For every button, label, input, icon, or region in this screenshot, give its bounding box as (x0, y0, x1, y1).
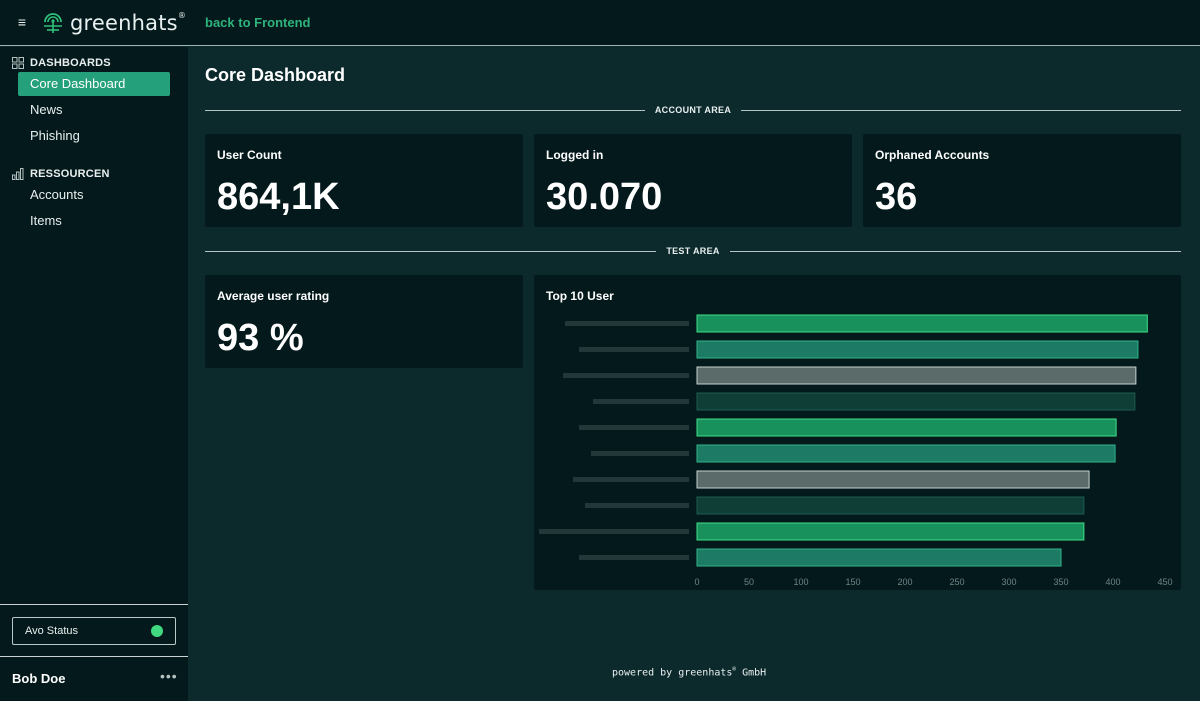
x-tick-label: 350 (1053, 577, 1068, 587)
x-tick-label: 450 (1157, 577, 1172, 587)
sidebar-item-accounts[interactable]: Accounts (30, 187, 84, 202)
avo-status-label: Avo Status (25, 625, 78, 637)
redacted-user-label (591, 451, 689, 456)
top-users-chart-card: Top 10 User 0 50 100 150 200 250 300 350 400 450 (534, 275, 1181, 590)
footer: powered by greenhats® GmbH (612, 666, 767, 679)
logo[interactable]: greenhats® (42, 10, 186, 36)
chart-bar[interactable] (696, 392, 1136, 411)
section-label: RESSOURCEN (30, 168, 110, 180)
page-title: Core Dashboard (205, 65, 346, 85)
user-count-card: User Count 864,1K (205, 134, 523, 227)
redacted-user-label (579, 425, 689, 430)
sidebar-section-dashboards: DASHBOARDS (12, 57, 111, 69)
redacted-user-label (565, 321, 689, 326)
section-label: ACCOUNT AREA (654, 105, 732, 115)
hamburger-icon[interactable]: ≡ (17, 14, 27, 30)
card-value: 864,1K (217, 176, 340, 218)
redacted-user-label (593, 399, 689, 404)
chart-title: Top 10 User (546, 289, 614, 303)
redacted-user-label (563, 373, 689, 378)
card-value: 36 (875, 176, 918, 218)
x-tick-label: 50 (744, 577, 754, 587)
chart-bar[interactable] (696, 444, 1116, 463)
sidebar-item-phishing[interactable]: Phishing (30, 128, 80, 143)
redacted-user-label (585, 503, 689, 508)
sidebar-divider (0, 656, 188, 657)
top-users-chart: 0 50 100 150 200 250 300 350 400 450 (539, 314, 1173, 587)
sidebar-section-ressourcen: RESSOURCEN (12, 168, 110, 180)
x-tick-label: 100 (793, 577, 808, 587)
x-tick-label: 0 (694, 577, 699, 587)
chart-bar[interactable] (696, 496, 1085, 515)
redacted-user-label (573, 477, 689, 482)
x-tick-label: 150 (845, 577, 860, 587)
avo-status-button[interactable]: Avo Status (12, 617, 176, 645)
section-label: TEST AREA (666, 246, 720, 256)
chart-bar[interactable] (696, 314, 1148, 333)
card-title: Orphaned Accounts (875, 148, 990, 162)
chart-bar[interactable] (696, 418, 1117, 437)
card-value: 30.070 (546, 176, 663, 218)
chart-bar[interactable] (696, 340, 1139, 359)
card-title: Average user rating (217, 289, 330, 303)
x-tick-label: 400 (1105, 577, 1120, 587)
greenhats-logo-icon (44, 13, 62, 33)
chart-bar[interactable] (696, 522, 1085, 541)
orphaned-accounts-card: Orphaned Accounts 36 (863, 134, 1181, 227)
test-area-divider: TEST AREA (205, 245, 1181, 257)
chart-bar[interactable] (696, 470, 1090, 489)
logged-in-card: Logged in 30.070 (534, 134, 852, 227)
back-to-frontend-link[interactable]: back to Frontend (205, 15, 311, 30)
redacted-user-label (579, 555, 689, 560)
account-area-divider: ACCOUNT AREA (205, 104, 1182, 116)
bar-chart-icon (12, 168, 24, 180)
x-tick-label: 200 (897, 577, 912, 587)
grid-icon (12, 57, 24, 69)
sidebar-divider (0, 604, 188, 605)
x-tick-label: 250 (949, 577, 964, 587)
card-title: User Count (217, 148, 282, 162)
redacted-user-label (579, 347, 689, 352)
average-rating-card: Average user rating 93 % (205, 275, 523, 368)
chart-bar[interactable] (696, 548, 1062, 567)
sidebar-item-news[interactable]: News (30, 102, 63, 117)
section-label: DASHBOARDS (30, 57, 111, 69)
logo-text: greenhats® (70, 11, 187, 35)
status-indicator (151, 625, 163, 637)
redacted-user-label (539, 529, 689, 534)
sidebar-item-items[interactable]: Items (30, 213, 62, 228)
sidebar: DASHBOARDS Core Dashboard News Phishing … (0, 47, 188, 701)
user-name: Bob Doe (12, 671, 66, 686)
top-bar: ≡ greenhats® back to Frontend (0, 0, 1200, 46)
card-title: Logged in (546, 148, 604, 162)
card-value: 93 % (217, 317, 304, 359)
more-horizontal-icon[interactable]: ••• (160, 668, 178, 684)
x-tick-label: 300 (1001, 577, 1016, 587)
sidebar-item-core-dashboard[interactable]: Core Dashboard (18, 72, 170, 96)
chart-bar[interactable] (696, 366, 1137, 385)
